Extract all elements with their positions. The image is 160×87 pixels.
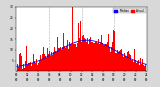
- Legend: Median, Actual: Median, Actual: [113, 8, 146, 13]
